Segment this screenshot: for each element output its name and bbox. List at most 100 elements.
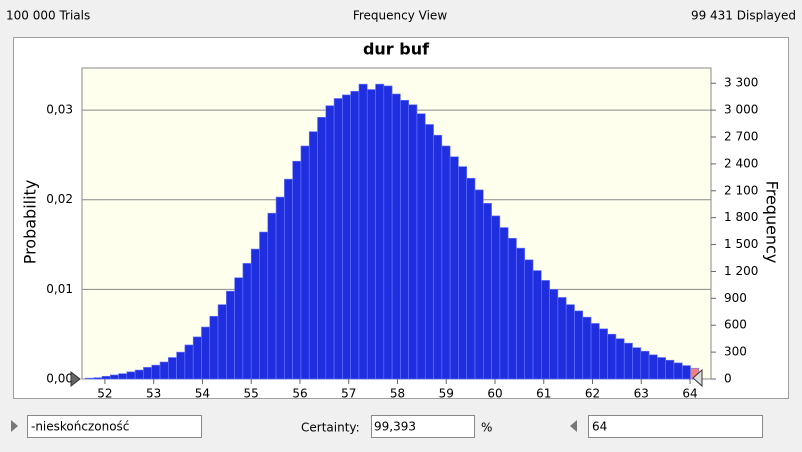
certainty-value: 99,393: [374, 420, 416, 434]
bar: [383, 85, 393, 380]
lower-arrow[interactable]: [11, 420, 18, 432]
y2-tick-label: 300: [724, 345, 747, 359]
bar: [615, 338, 625, 380]
bar: [582, 316, 592, 380]
bar: [134, 369, 144, 380]
lower-input[interactable]: [27, 415, 202, 438]
x-tick-label: 55: [244, 387, 259, 401]
bar: [342, 94, 351, 380]
x-tick-label: 56: [292, 387, 307, 401]
bar: [640, 350, 650, 380]
bar: [632, 347, 642, 380]
y-tick-label: 0,00: [46, 372, 73, 386]
y2-tick-label: 600: [724, 318, 747, 332]
bar: [482, 203, 492, 380]
certainty-input[interactable]: [371, 415, 475, 438]
bar: [673, 362, 683, 380]
y2-tick-label: 1 500: [724, 237, 758, 251]
bar: [441, 145, 451, 380]
bar: [458, 166, 468, 380]
bar: [433, 134, 443, 380]
bar: [424, 124, 434, 380]
bar: [317, 116, 327, 380]
lower-grabber[interactable]: [70, 370, 81, 388]
x-tick-label: 52: [97, 387, 112, 401]
bar: [623, 342, 633, 380]
y-tick-label: 0,02: [46, 192, 73, 206]
upper-grabber[interactable]: [692, 368, 703, 388]
bar: [151, 364, 161, 380]
bar: [391, 93, 401, 380]
bar: [524, 259, 534, 380]
y-axis-label: Probability: [21, 180, 40, 265]
bar: [308, 131, 318, 380]
bar: [325, 105, 335, 380]
x-tick-label: 57: [341, 387, 356, 401]
bar: [366, 89, 376, 380]
certainty-label: Certainty:: [301, 421, 360, 435]
plot: 0,00 0,01 0,02 0,03 0 300 600 900 1 200 1 500 1 80…: [46, 76, 758, 401]
lower-value: -nieskończoność: [31, 420, 129, 434]
bar: [507, 237, 517, 380]
bar: [259, 231, 269, 380]
bar: [275, 196, 285, 380]
bar: [574, 310, 584, 380]
bar: [400, 99, 409, 380]
bar: [565, 304, 575, 380]
y2-tick-label: 3 300: [724, 76, 758, 90]
y-tick-label: 0,03: [46, 103, 73, 117]
bar: [300, 145, 310, 380]
bar: [250, 248, 260, 380]
y2-tick-label: 900: [724, 291, 747, 305]
upper-input[interactable]: [588, 415, 763, 438]
bar: [176, 351, 186, 380]
bar: [234, 277, 244, 380]
bar: [665, 359, 675, 380]
bar: [118, 373, 128, 380]
bar: [449, 156, 459, 380]
x-tick-label: 58: [390, 387, 405, 401]
bar: [333, 98, 343, 380]
y-tick-label: 0,01: [46, 282, 73, 296]
bar: [557, 297, 567, 380]
bar: [93, 377, 103, 380]
bar: [408, 104, 418, 380]
bar: [201, 326, 211, 380]
bar: [358, 83, 368, 380]
displayed: 99 431 Displayed: [691, 9, 796, 23]
bar: [242, 263, 252, 380]
bar: [474, 189, 484, 380]
bar: [375, 83, 385, 380]
x-tick-label: 54: [195, 387, 210, 401]
bar: [657, 357, 666, 380]
bar: [101, 376, 111, 380]
x-tick-label: 63: [634, 387, 649, 401]
bar: [466, 177, 476, 380]
bar: [499, 227, 509, 380]
bar: [416, 113, 426, 380]
upper-arrow[interactable]: [570, 420, 577, 432]
y2-tick-label: 2 700: [724, 130, 758, 144]
y2-tick-label: 1 200: [724, 264, 758, 278]
bar: [648, 354, 658, 380]
bar: [292, 160, 302, 380]
x-tick-label: 59: [439, 387, 454, 401]
y2-tick-label: 1 800: [724, 210, 758, 224]
x-tick-label: 53: [146, 387, 161, 401]
bar: [85, 377, 95, 380]
bar: [126, 371, 136, 380]
bar: [681, 365, 691, 380]
bar: [541, 280, 550, 380]
bar: [168, 357, 177, 380]
bar: [516, 247, 526, 380]
bar: [217, 304, 227, 380]
x-tick-label: 62: [585, 387, 600, 401]
bar: [350, 91, 360, 380]
view-name: Frequency View: [353, 9, 447, 23]
bar: [143, 367, 153, 380]
x-tick-label: 60: [487, 387, 502, 401]
bar: [491, 215, 501, 380]
bar: [159, 361, 169, 380]
